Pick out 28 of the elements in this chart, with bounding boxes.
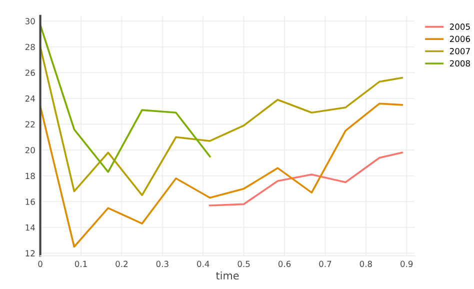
x-tick-label: 0.5: [238, 260, 250, 268]
y-tick-label: 22: [25, 121, 35, 128]
x-axis-title: time: [216, 271, 239, 280]
y-tick-label: 12: [26, 250, 35, 256]
x-tick-label: 0.2: [116, 260, 128, 268]
y-tick-label: 24: [25, 95, 35, 102]
x-tick-label: 0: [38, 260, 42, 268]
line-series: [208, 152, 403, 206]
x-tick-label: 0.4: [197, 260, 210, 268]
x-tick-label: 0.9: [400, 260, 413, 268]
y-tick-label: 28: [25, 44, 35, 50]
line-series: [40, 102, 403, 248]
y-tick-label: 16: [26, 198, 35, 205]
x-tick-label: 0.6: [278, 260, 291, 268]
y-tick-label: 18: [26, 172, 35, 180]
line-series: [40, 24, 211, 173]
y-tick-label: 26: [25, 70, 35, 76]
legend-label: 2005: [450, 24, 470, 30]
y-tick-label: 20: [25, 146, 35, 154]
y-tick-label: 14: [26, 224, 35, 231]
x-tick-label: 0.3: [156, 260, 168, 268]
y-tick-label: 30: [25, 18, 35, 24]
x-tick-label: 0.7: [319, 260, 332, 268]
x-tick-label: 0.1: [74, 260, 87, 268]
legend-label: 2007: [450, 48, 470, 54]
x-tick-label: 0.8: [360, 260, 372, 268]
legend-label: 2006: [450, 36, 470, 42]
legend-label: 2008: [450, 60, 470, 67]
